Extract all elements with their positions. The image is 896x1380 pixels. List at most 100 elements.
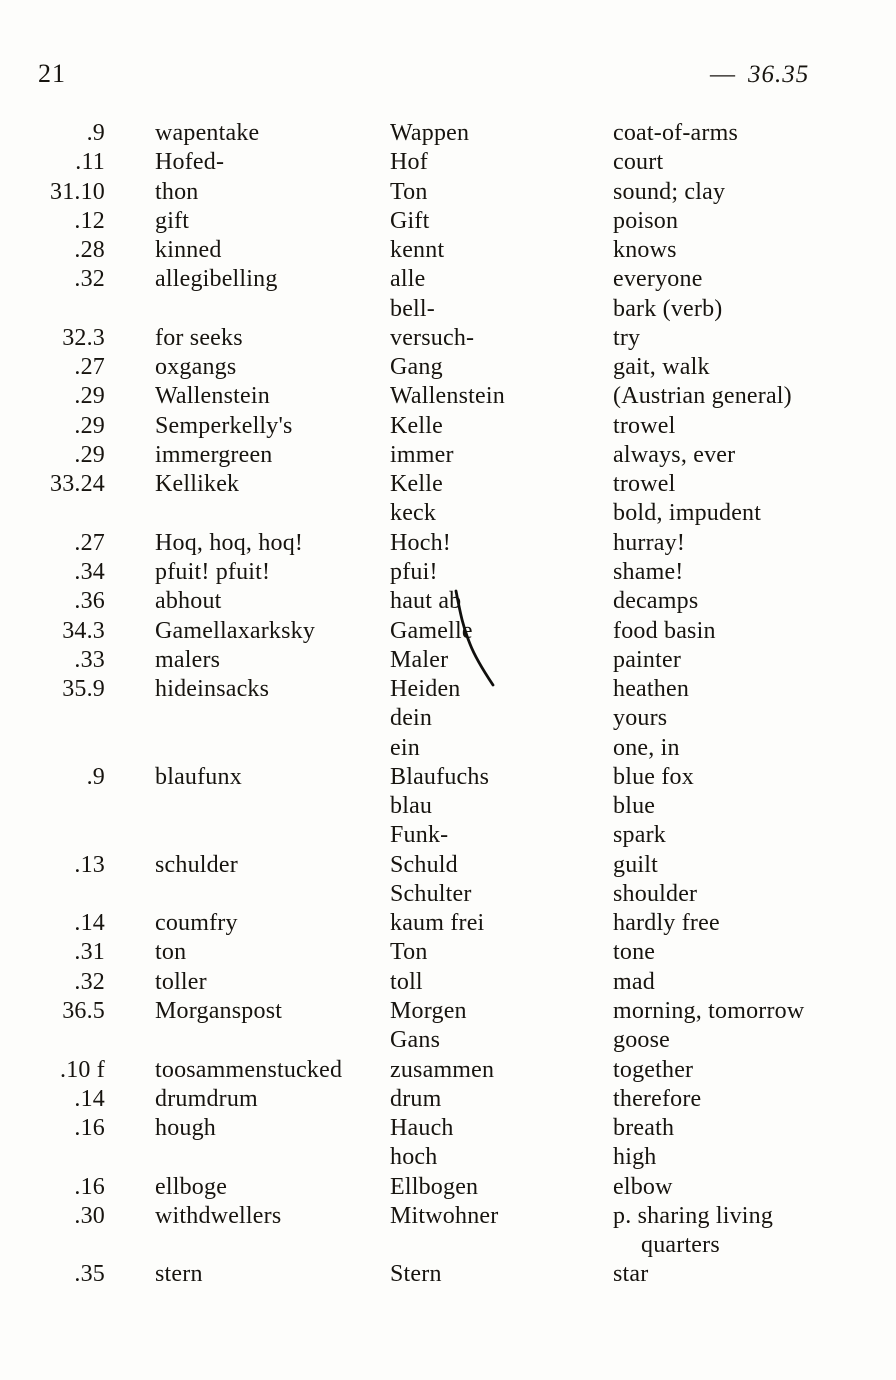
line-ref [0,1231,105,1260]
german-word: haut ab [390,588,462,615]
table-row: dein yours [0,704,896,733]
german-word: Stern [390,1261,442,1288]
line-ref: .29 [74,441,105,468]
german-word: kennt [390,237,445,264]
german-word: dein [390,705,433,732]
german-word: Morgen [390,997,467,1024]
source-word: Hoq, hoq, hoq! [155,529,304,556]
line-ref: .36 [74,588,105,615]
english-meaning: hurray! [613,529,686,556]
line-ref: 31.10 [50,178,105,205]
source-word: withdwellers [155,1202,282,1229]
german-word: Wappen [390,120,470,146]
table-row: .9 wapentake Wappen coat-of-arms [0,119,896,148]
english-meaning: star [613,1261,649,1288]
source-word: hough [155,1115,216,1142]
table-row: .34 pfuit! pfuit! pfui! shame! [0,558,896,587]
table-row: .16 hough Hauch breath [0,1114,896,1143]
table-row: Funk- spark [0,821,896,850]
line-ref: .16 [74,1115,105,1142]
line-ref: .27 [74,354,105,381]
source-word: hideinsacks [155,676,270,703]
table-row: .29 Semperkelly's Kelle trowel [0,412,896,441]
german-word: Kelle [390,471,443,498]
english-meaning: goose [613,1027,670,1054]
german-word: toll [390,968,423,995]
line-ref [0,880,105,909]
german-word: drum [390,1085,442,1112]
running-head-locator: — 36.35 [710,62,809,87]
german-word: Hoch! [390,529,451,556]
table-row: .14 coumfry kaum frei hardly free [0,909,896,938]
english-meaning: poison [613,207,679,234]
english-meaning: court [613,149,664,176]
table-row: .28 kinned kennt knows [0,236,896,265]
table-row: .35 stern Stern star [0,1260,896,1289]
english-meaning: high [613,1144,657,1171]
source-word: Wallenstein [155,383,270,410]
source-word [105,1026,390,1055]
english-meaning: shame! [613,558,684,585]
glossary-table: .9 wapentake Wappen coat-of-arms .11 Hof… [0,119,896,1290]
line-ref: 32.3 [62,324,105,351]
english-meaning: hardly free [613,910,720,937]
table-row: .32 allegibelling alle everyone [0,265,896,294]
table-row: .9 blaufunx Blaufuchs blue fox [0,763,896,792]
table-row: .29 Wallenstein Wallenstein (Austrian ge… [0,382,896,411]
source-word: Semperkelly's [155,412,293,439]
table-row: 31.10 thon Ton sound; clay [0,178,896,207]
table-row: .14 drumdrum drum therefore [0,1085,896,1114]
table-row: ein one, in [0,734,896,763]
source-word: allegibelling [155,266,278,293]
line-ref: .28 [74,237,105,264]
table-row: .36 abhout haut ab decamps [0,587,896,616]
english-meaning: knows [613,237,677,264]
source-word: Hofed- [155,149,225,176]
source-word: abhout [155,588,222,615]
german-word: Kelle [390,412,443,439]
english-meaning: bold, impudent [613,500,762,527]
table-row: 34.3 Gamellaxarksky Gamelle food basin [0,617,896,646]
line-ref [0,295,105,324]
source-word: drumdrum [155,1085,258,1112]
source-word: stern [155,1261,203,1288]
table-row: hoch high [0,1143,896,1172]
english-meaning: morning, tomorrow [613,997,805,1024]
german-word: Funk- [390,822,449,849]
german-word: Schulter [390,880,472,907]
line-ref [0,499,105,528]
line-ref: .16 [74,1173,105,1200]
source-word: toosammenstucked [155,1056,343,1083]
english-meaning: everyone [613,266,703,293]
german-word: Hof [390,149,428,176]
source-word [105,704,390,733]
source-word [105,821,390,850]
german-word: zusammen [390,1056,495,1083]
english-meaning: yours [613,705,668,732]
line-ref [0,821,105,850]
table-row: .31 ton Ton tone [0,938,896,967]
source-word [105,880,390,909]
german-word: alle [390,266,426,293]
german-word: keck [390,500,437,527]
source-word: schulder [155,851,238,878]
english-meaning: blue fox [613,763,694,790]
table-row: .33 malers Maler painter [0,646,896,675]
german-word [390,1231,613,1260]
english-meaning: elbow [613,1173,673,1200]
line-ref: .14 [74,1085,105,1112]
line-ref: .32 [74,266,105,293]
german-word: bell- [390,295,435,322]
table-row: .30 withdwellers Mitwohner p. sharing li… [0,1202,896,1231]
german-word: Ton [390,939,428,966]
source-word: pfuit! pfuit! [155,558,271,585]
english-meaning: food basin [613,617,716,644]
source-word: ellboge [155,1173,228,1200]
table-row: .12 gift Gift poison [0,207,896,236]
table-row: .16 ellboge Ellbogen elbow [0,1173,896,1202]
em-dash: — [710,61,735,88]
german-word: pfui! [390,558,438,585]
page-number: 21 [38,59,66,88]
table-row: blau blue [0,792,896,821]
german-word: Mitwohner [390,1202,499,1229]
